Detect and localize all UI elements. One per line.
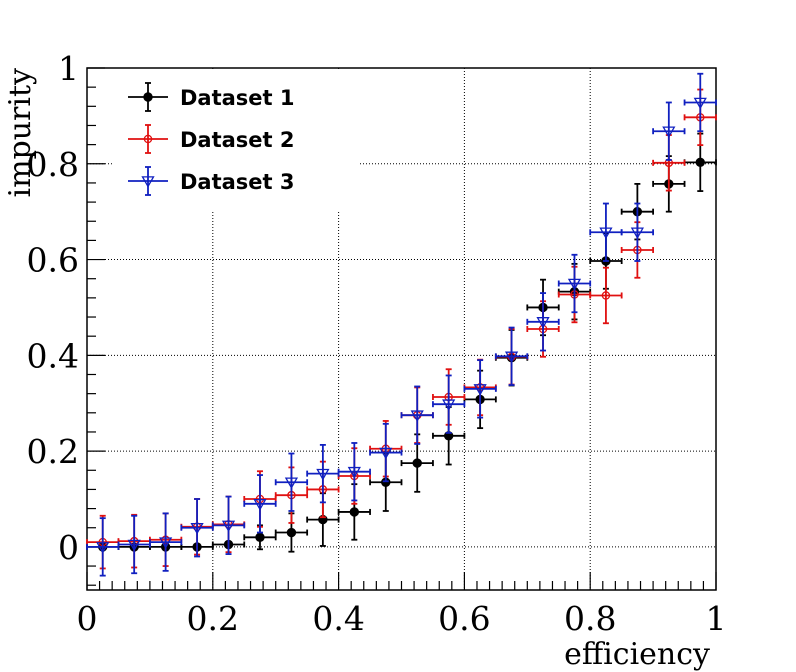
y-tick-label: 0.8: [27, 145, 79, 184]
data-point: [284, 477, 299, 490]
legend-entry-1: Dataset 1: [128, 82, 295, 112]
data-point: [695, 157, 705, 168]
data-point: [347, 466, 361, 479]
legend-marker: [143, 92, 153, 102]
x-tick-label: 0: [77, 599, 98, 638]
data-point: [693, 97, 707, 110]
x-tick-label: 0.2: [187, 599, 239, 638]
legend-entry-2: Dataset 2: [128, 124, 295, 154]
legend-entry-3: Dataset 3: [128, 166, 295, 196]
data-point: [221, 520, 236, 533]
y-axis-title: impurity: [3, 68, 38, 198]
data-point: [349, 507, 360, 517]
data-point: [601, 291, 611, 300]
x-tick-label: 0.4: [312, 599, 364, 638]
legend: Dataset 1 Dataset 2 Dataset 3: [112, 70, 360, 210]
data-point: [316, 468, 330, 481]
legend-label: Dataset 1: [180, 86, 295, 110]
y-tick-label: 0.4: [27, 336, 79, 375]
y-tick-label: 0.2: [27, 432, 79, 471]
data-point: [567, 278, 582, 291]
data-point: [96, 542, 110, 554]
data-series: [86, 72, 717, 577]
y-tick-label: 0.6: [27, 241, 79, 280]
legend-marker: [143, 134, 153, 144]
tick-labels: 0 0.2 0.4 0.6 0.8 1 0 0.2 0.4 0.6 0.8 1: [27, 49, 727, 638]
data-point: [412, 458, 422, 468]
data-point: [504, 351, 519, 364]
legend-marker: [141, 176, 155, 188]
series-3: [86, 72, 717, 577]
x-axis-title: efficiency: [564, 637, 710, 672]
data-point: [662, 126, 676, 139]
axis-ticks: [86, 67, 717, 590]
data-point: [190, 522, 204, 535]
legend-label: Dataset 3: [180, 170, 295, 194]
data-point: [255, 532, 265, 543]
x-tick-label: 0.8: [564, 599, 616, 638]
data-point: [442, 399, 456, 411]
y-tick-label: 0: [58, 528, 79, 567]
data-point: [286, 527, 297, 538]
data-point: [536, 317, 550, 329]
data-point: [159, 537, 173, 549]
x-tick-label: 1: [706, 599, 727, 638]
data-point: [630, 227, 644, 240]
data-point: [253, 499, 267, 511]
data-point: [473, 384, 487, 396]
data-point: [599, 227, 613, 240]
data-point: [379, 447, 393, 460]
data-point: [410, 410, 424, 423]
x-tick-label: 0.6: [438, 599, 490, 638]
data-point: [127, 539, 141, 552]
y-tick-label: 1: [58, 49, 79, 88]
legend-background: [112, 70, 360, 210]
legend-label: Dataset 2: [180, 128, 295, 152]
